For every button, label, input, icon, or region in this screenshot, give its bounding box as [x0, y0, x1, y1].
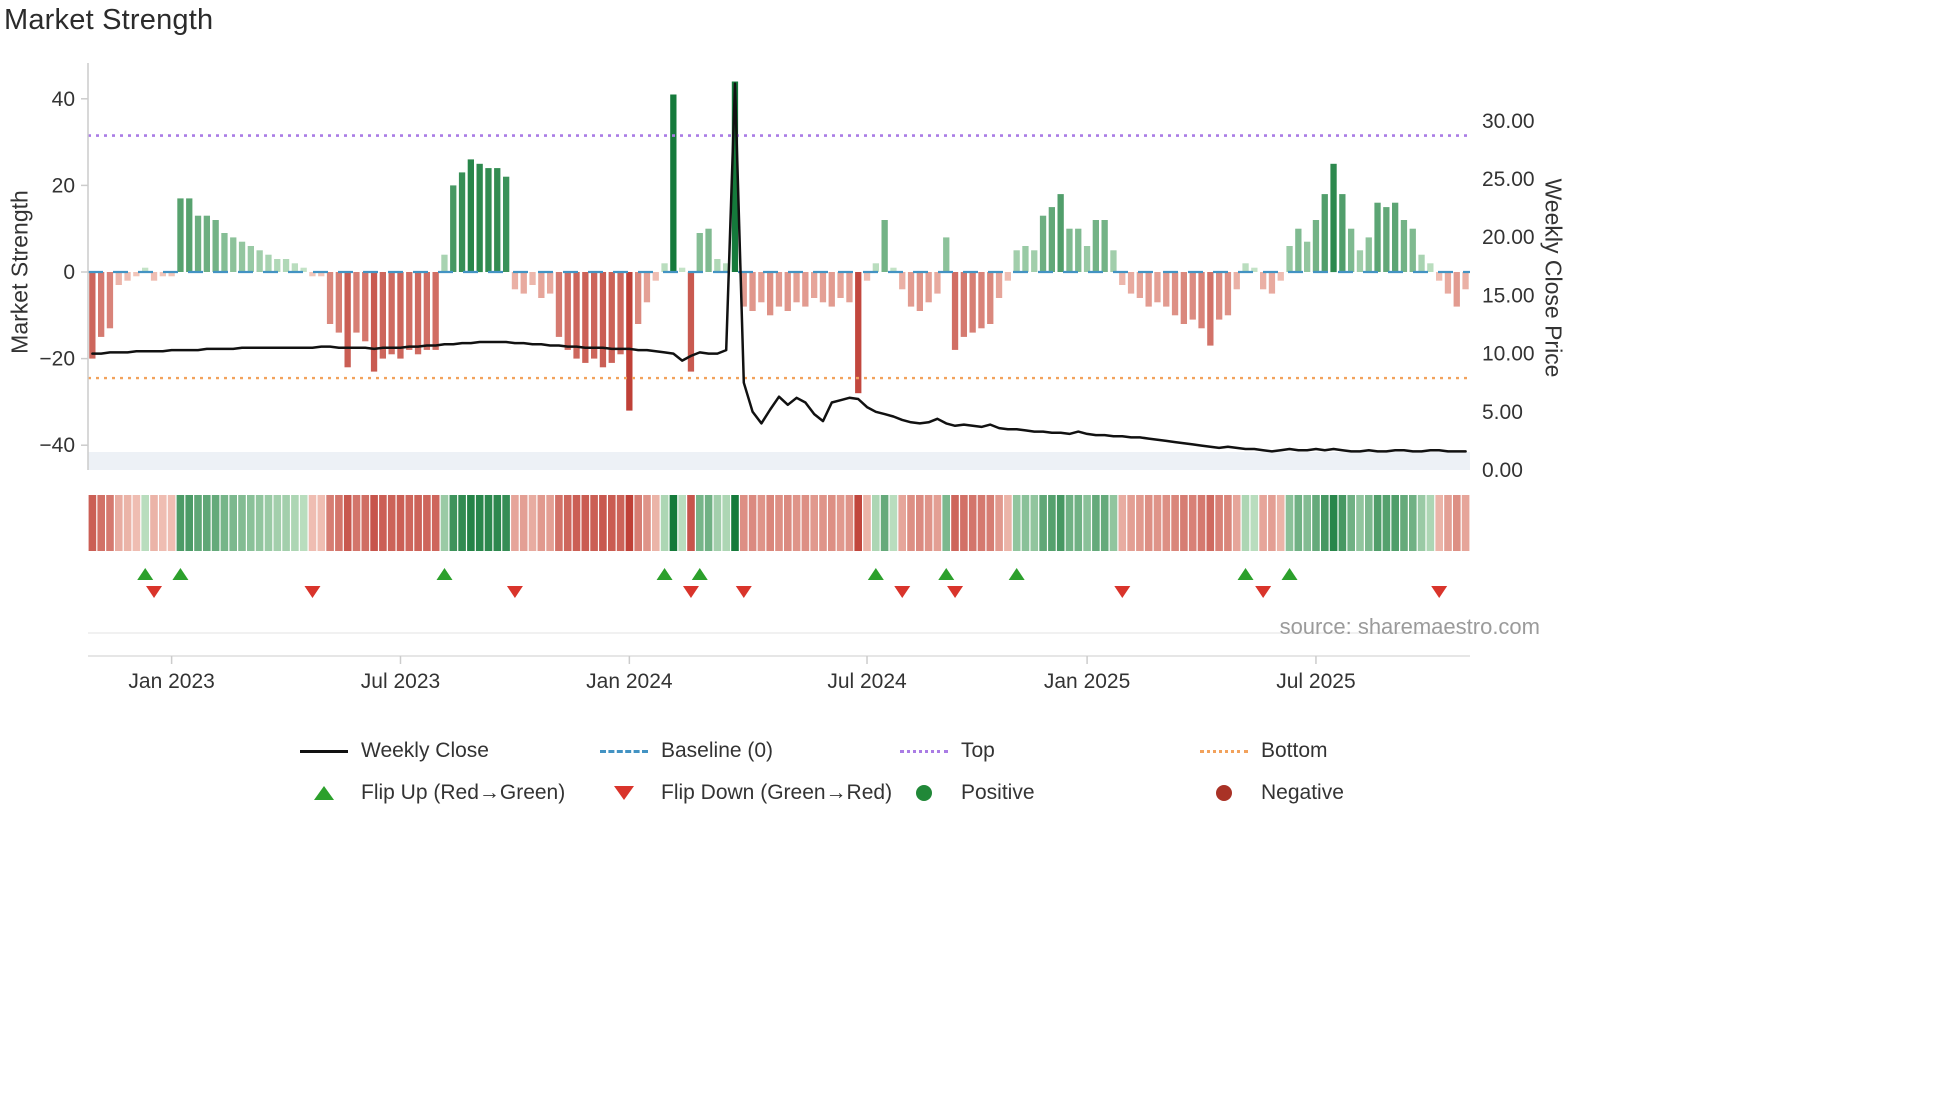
top-dotted-line-icon — [900, 749, 948, 753]
svg-text:0.00: 0.00 — [1482, 459, 1523, 482]
legend-item-bottom: Bottom — [1200, 736, 1500, 766]
legend-label-negative: Negative — [1261, 781, 1344, 804]
legend-label-positive: Positive — [961, 781, 1035, 804]
legend-item-weekly-close: Weekly Close — [300, 736, 600, 766]
right-axis-label: Weekly Close Price — [1540, 178, 1567, 378]
svg-text:25.00: 25.00 — [1482, 168, 1535, 191]
legend-item-positive: Positive — [900, 778, 1200, 808]
svg-text:20: 20 — [52, 174, 75, 197]
svg-text:30.00: 30.00 — [1482, 110, 1535, 133]
legend-label-flip-up: Flip Up (Red→Green) — [361, 781, 566, 804]
svg-text:10.00: 10.00 — [1482, 343, 1535, 366]
svg-text:Jan 2025: Jan 2025 — [1044, 670, 1130, 693]
legend-label-weekly-close: Weekly Close — [361, 739, 489, 762]
svg-text:Jan 2024: Jan 2024 — [586, 670, 673, 693]
legend-label-flip-down: Flip Down (Green→Red) — [661, 781, 893, 804]
left-axis-label: Market Strength — [6, 190, 33, 354]
weekly-close-line-icon — [300, 749, 348, 753]
svg-text:0: 0 — [63, 261, 75, 284]
svg-text:Jan 2023: Jan 2023 — [128, 670, 214, 693]
flip-up-triangle-icon — [300, 786, 348, 800]
source-text: source: sharemaestro.com — [1279, 614, 1540, 639]
page-title: Market Strength — [4, 4, 214, 36]
baseline-dashed-line-icon — [600, 749, 648, 753]
svg-text:15.00: 15.00 — [1482, 284, 1535, 307]
svg-text:40: 40 — [52, 88, 75, 111]
svg-text:Jul 2025: Jul 2025 — [1276, 670, 1355, 693]
legend-label-top: Top — [961, 739, 995, 762]
svg-text:−20: −20 — [39, 348, 75, 371]
legend-item-flip-up: Flip Up (Red→Green) — [300, 778, 600, 808]
legend-item-negative: Negative — [1200, 778, 1500, 808]
bottom-dotted-line-icon — [1200, 749, 1248, 753]
legend-label-baseline: Baseline (0) — [661, 739, 774, 762]
legend: Weekly Close Baseline (0) Top Bottom Fli… — [300, 736, 1500, 808]
legend-item-top: Top — [900, 736, 1200, 766]
negative-dot-icon — [1200, 785, 1248, 801]
svg-text:20.00: 20.00 — [1482, 226, 1535, 249]
legend-item-flip-down: Flip Down (Green→Red) — [600, 778, 900, 808]
svg-text:5.00: 5.00 — [1482, 401, 1523, 424]
svg-text:−40: −40 — [39, 434, 75, 457]
legend-label-bottom: Bottom — [1261, 739, 1328, 762]
svg-text:Jul 2023: Jul 2023 — [361, 670, 440, 693]
positive-dot-icon — [900, 785, 948, 801]
flip-down-triangle-icon — [600, 786, 648, 800]
svg-text:Jul 2024: Jul 2024 — [827, 670, 907, 693]
legend-item-baseline: Baseline (0) — [600, 736, 900, 766]
